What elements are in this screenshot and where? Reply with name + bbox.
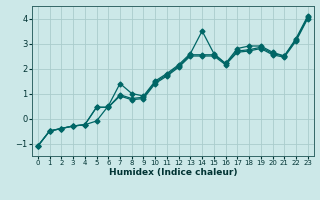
X-axis label: Humidex (Indice chaleur): Humidex (Indice chaleur) xyxy=(108,168,237,177)
